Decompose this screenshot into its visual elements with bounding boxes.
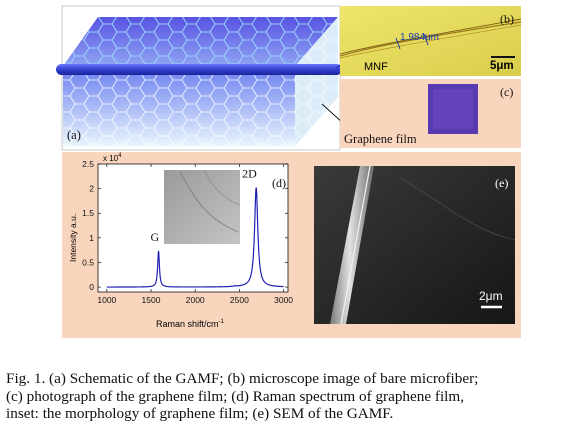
panel-e-scale-label: 2μm bbox=[479, 289, 503, 303]
panel-b: 1.984um MNF (b) 5μm bbox=[339, 6, 522, 76]
panel-d-label: (d) bbox=[272, 176, 286, 190]
chart-xtick-label: 2000 bbox=[186, 295, 205, 305]
figure-1: (a) 1.984um MNF (b) 5μm (c) Graphene fil… bbox=[56, 5, 522, 338]
panel-e: (e) 2μm bbox=[314, 165, 516, 325]
chart-ytick-label: 1 bbox=[89, 233, 94, 243]
chart-xlabel-sup: -1 bbox=[219, 319, 225, 325]
panel-a: (a) bbox=[56, 5, 342, 151]
chart-inset-morphology bbox=[164, 169, 241, 244]
chart-ytick-label: 2 bbox=[89, 184, 94, 194]
chart-xtick-label: 1000 bbox=[97, 295, 116, 305]
microfiber-rod bbox=[56, 64, 342, 75]
figure-caption: Fig. 1. (a) Schematic of the GAMF; (b) m… bbox=[6, 370, 578, 423]
panel-b-scale-label: 5μm bbox=[490, 60, 514, 72]
panel-b-measurement: 1.984um bbox=[400, 32, 439, 43]
caption-line-1: Fig. 1. (a) Schematic of the GAMF; (b) m… bbox=[6, 370, 479, 387]
chart-y-multiplier-exp: 4 bbox=[118, 153, 122, 159]
chart-ytick-label: 1.5 bbox=[82, 208, 94, 218]
chart-ytick-label: 0.5 bbox=[82, 257, 94, 267]
chart-ytick-label: 2.5 bbox=[82, 159, 94, 169]
chart-ytick-label: 0 bbox=[89, 282, 94, 292]
chart-peak-label-2d: 2D bbox=[242, 167, 257, 181]
chart-peak-label-g: G bbox=[151, 230, 160, 244]
chart-y-multiplier: x 10 bbox=[103, 154, 119, 163]
mnf-label: MNF bbox=[364, 61, 388, 73]
panel-b-label: (b) bbox=[500, 12, 514, 26]
panel-a-label: (a) bbox=[67, 128, 81, 142]
chart-ylabel: Intensity a.u. bbox=[68, 214, 78, 262]
svg-text:Raman shift/cm-1: Raman shift/cm-1 bbox=[156, 319, 225, 329]
panel-d-raman-chart: 1000 1500 2000 2500 3000 0 0.5 1 1.5 2 2.5 G 2D x 1… bbox=[68, 153, 293, 329]
graphene-film-label: Graphene film bbox=[344, 132, 417, 146]
panel-e-label: (e) bbox=[495, 176, 508, 190]
chart-xtick-label: 2500 bbox=[230, 295, 249, 305]
svg-text:x 104: x 104 bbox=[103, 153, 122, 163]
panel-c: (c) Graphene film bbox=[340, 79, 521, 148]
chart-frame bbox=[97, 163, 289, 293]
caption-line-3: inset: the morphology of graphene film; … bbox=[6, 405, 394, 423]
panel-c-label: (c) bbox=[500, 85, 513, 99]
raman-spectrum-line bbox=[106, 187, 284, 288]
chart-xtick-label: 3000 bbox=[274, 295, 293, 305]
chart-xlabel: Raman shift/cm bbox=[156, 319, 219, 329]
chart-xtick-label: 1500 bbox=[142, 295, 161, 305]
caption-line-2: (c) photograph of the graphene film; (d)… bbox=[6, 387, 464, 405]
